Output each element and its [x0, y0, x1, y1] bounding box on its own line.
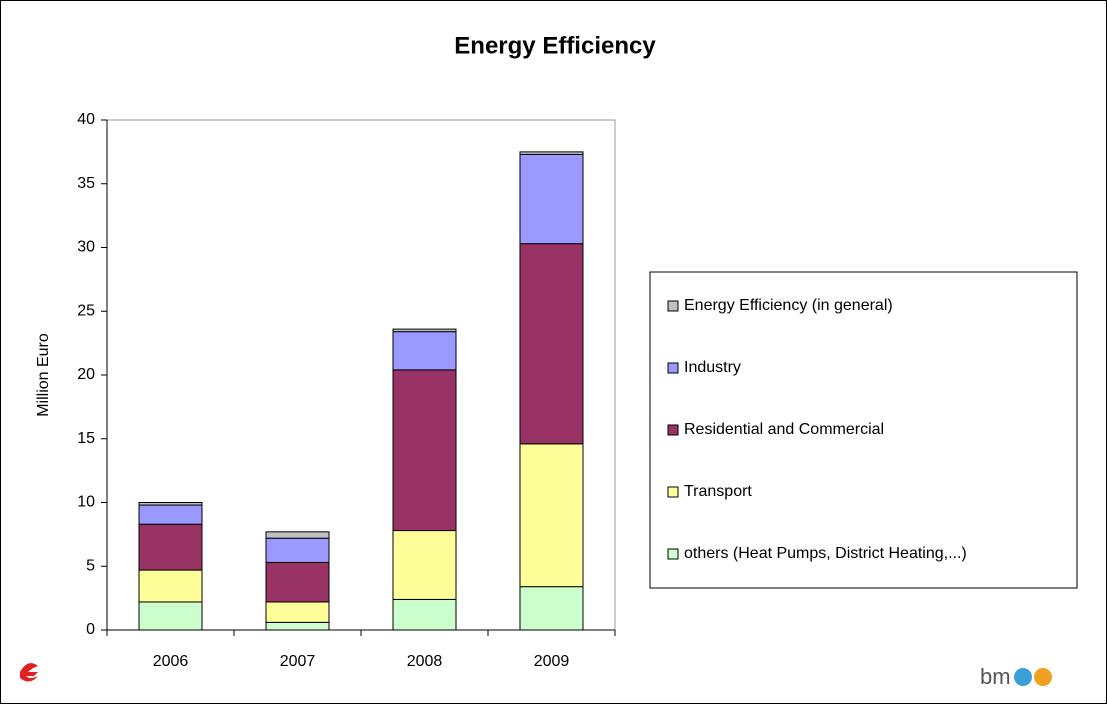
- y-tick-label: 20: [77, 366, 95, 383]
- y-tick-label: 30: [77, 239, 95, 256]
- bar-segment: [392, 598, 457, 631]
- y-tick-label: 35: [77, 175, 95, 192]
- y-tick-label: 25: [77, 302, 95, 319]
- bar-segment: [519, 586, 584, 631]
- legend-label: others (Heat Pumps, District Heating,...…: [684, 545, 967, 562]
- bar-segment: [138, 523, 203, 571]
- bar-segment: [392, 369, 457, 532]
- bar-segment: [265, 621, 330, 631]
- y-tick-label: 15: [77, 430, 95, 447]
- logo-text: bm: [980, 664, 1011, 689]
- y-axis-label: Million Euro: [35, 333, 52, 417]
- bar-segment: [265, 531, 330, 539]
- x-tick-label: 2009: [534, 653, 570, 670]
- y-tick-label: 40: [77, 111, 95, 128]
- bar-segment: [138, 569, 203, 603]
- bar-segment: [138, 601, 203, 631]
- logo-left: [20, 663, 38, 682]
- legend-swatch: [667, 424, 679, 436]
- legend: [649, 271, 1078, 589]
- x-tick-label: 2006: [153, 653, 189, 670]
- bar-segment: [265, 537, 330, 563]
- bar-segment: [138, 504, 203, 525]
- chart-title: Energy Efficiency: [454, 32, 656, 59]
- legend-label: Industry: [684, 359, 741, 376]
- bar-segment: [392, 530, 457, 600]
- bar-segment: [392, 331, 457, 371]
- x-tick-label: 2007: [280, 653, 316, 670]
- logo-mark: [1034, 668, 1052, 686]
- bar-segment: [265, 601, 330, 623]
- y-tick-label: 10: [77, 494, 95, 511]
- bar-segment: [265, 561, 330, 603]
- y-tick-label: 0: [86, 621, 95, 638]
- bar-segment: [392, 328, 457, 333]
- y-tick-label: 5: [86, 557, 95, 574]
- legend-label: Energy Efficiency (in general): [684, 297, 893, 314]
- legend-swatch: [667, 548, 679, 560]
- logo-mark: [20, 663, 38, 682]
- legend-label: Transport: [684, 483, 752, 500]
- bar-segment: [138, 502, 203, 506]
- x-tick-label: 2008: [407, 653, 443, 670]
- bar-segment: [519, 151, 584, 155]
- bar-segment: [519, 443, 584, 588]
- legend-label: Residential and Commercial: [684, 421, 884, 438]
- legend-swatch: [667, 486, 679, 498]
- legend-swatch: [667, 362, 679, 374]
- bar-segment: [519, 153, 584, 245]
- bar-segment: [519, 243, 584, 445]
- logo-mark: [1014, 668, 1032, 686]
- legend-swatch: [667, 300, 679, 312]
